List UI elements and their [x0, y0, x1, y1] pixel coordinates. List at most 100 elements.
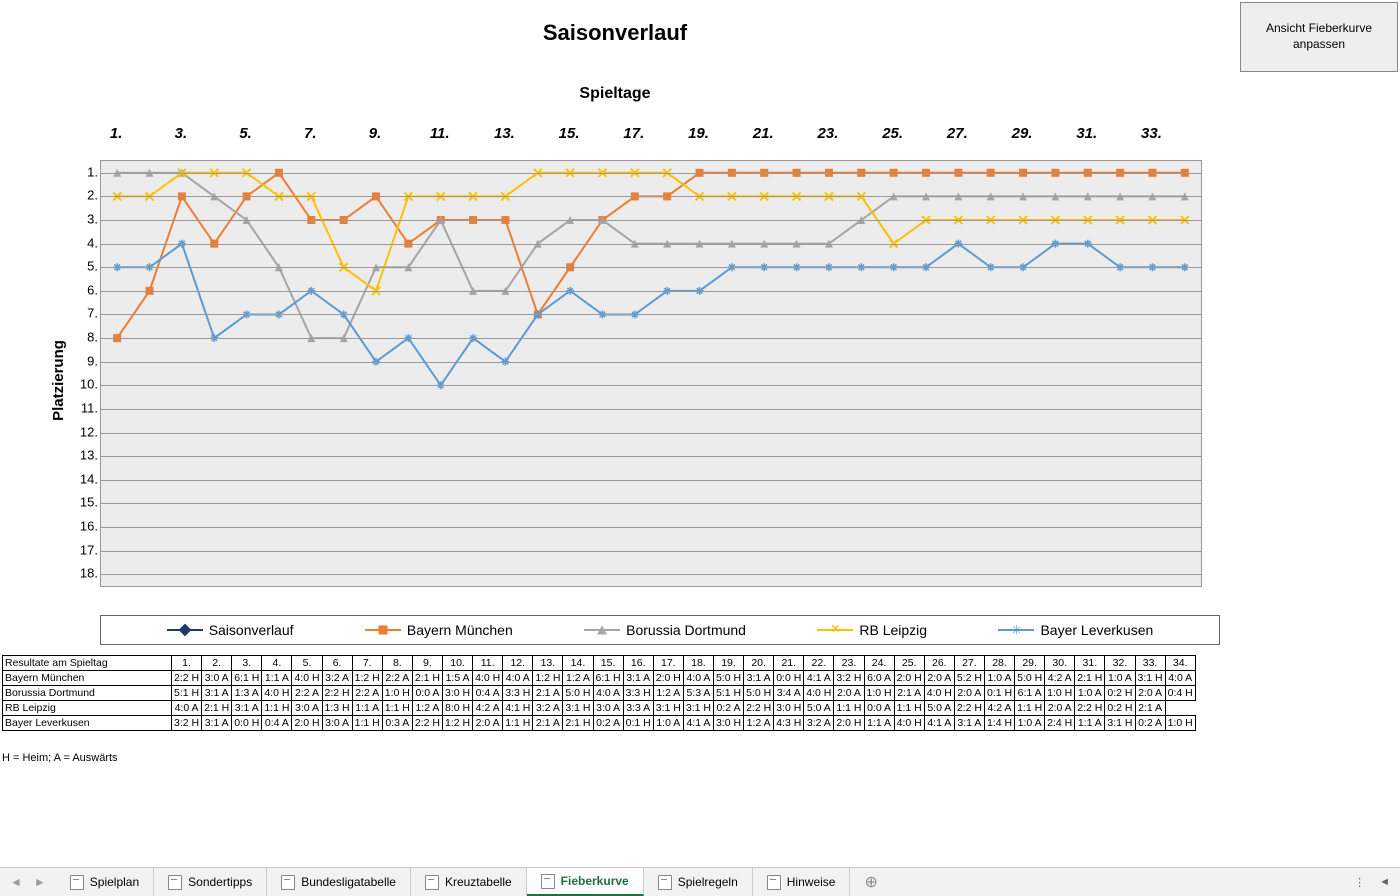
result-cell: 2:0 A	[1045, 701, 1075, 716]
result-cell: 1:1 H	[503, 716, 533, 731]
sheet-tab[interactable]: Hinweise	[753, 868, 851, 896]
matchday-header-cell: 26.	[924, 656, 954, 671]
sheet-tab[interactable]: Spielregeln	[644, 868, 753, 896]
result-cell: 2:2 H	[322, 686, 352, 701]
configure-view-button[interactable]: Ansicht Fieberkurve anpassen	[1240, 2, 1398, 72]
result-cell: 1:4 H	[984, 716, 1014, 731]
result-cell: 2:2 H	[1075, 701, 1105, 716]
result-cell: 3:0 H	[774, 701, 804, 716]
matchday-header-cell: 27.	[954, 656, 984, 671]
result-cell: 1:2 A	[653, 686, 683, 701]
matchday-header-cell: 1.	[172, 656, 202, 671]
sheet-tab-label: Hinweise	[787, 875, 836, 889]
matchday-header-cell: 30.	[1045, 656, 1075, 671]
result-cell: 4:0 A	[1165, 671, 1195, 686]
y-tick-label: 16.	[60, 518, 98, 533]
tab-nav-arrows[interactable]: ◄ ►	[0, 868, 56, 896]
result-cell: 1:1 A	[262, 671, 292, 686]
result-cell: 6:1 A	[1015, 686, 1045, 701]
result-cell: 3:2 A	[804, 716, 834, 731]
matchday-header-cell: 13.	[533, 656, 563, 671]
result-cell: 3:2 A	[533, 701, 563, 716]
team-name-cell: Bayer Leverkusen	[3, 716, 172, 731]
result-cell: 1:0 A	[984, 671, 1014, 686]
result-cell: 4:0 A	[503, 671, 533, 686]
matchday-header-cell: 17.	[653, 656, 683, 671]
sheet-tab[interactable]: Kreuztabelle	[411, 868, 527, 896]
result-cell: 3:3 A	[623, 701, 653, 716]
chart-container: Saisonverlauf Spieltage Platzierung 1.2.…	[0, 0, 1230, 640]
x-tick-label: 31.	[1076, 125, 1097, 142]
x-tick-label: 15.	[559, 125, 580, 142]
result-cell: 5:0 H	[713, 671, 743, 686]
sheet-tab[interactable]: Bundesligatabelle	[267, 868, 411, 896]
sheet-icon	[281, 875, 295, 890]
y-tick-label: 15.	[60, 495, 98, 510]
result-cell: 2:1 H	[412, 671, 442, 686]
matchday-header-cell: 20.	[744, 656, 774, 671]
y-tick-label: 9.	[60, 353, 98, 368]
y-tick-label: 6.	[60, 282, 98, 297]
result-cell: 2:2 A	[292, 686, 322, 701]
tab-scroll-controls[interactable]: ⋮ ◄	[1344, 868, 1400, 896]
chart-plot-area	[100, 160, 1202, 587]
x-tick-label: 25.	[882, 125, 903, 142]
matchday-header-cell: 31.	[1075, 656, 1105, 671]
x-tick-label: 17.	[623, 125, 644, 142]
legend-label: RB Leipzig	[859, 622, 927, 638]
matchday-header-cell: 8.	[382, 656, 412, 671]
matchday-header-cell: 22.	[804, 656, 834, 671]
result-cell: 3:0 A	[292, 701, 322, 716]
result-cell: 3:0 A	[322, 716, 352, 731]
scroll-left-icon: ◄	[1379, 876, 1390, 888]
result-cell: 1:1 H	[382, 701, 412, 716]
result-cell: 4:1 A	[683, 716, 713, 731]
result-cell: 0:3 A	[382, 716, 412, 731]
sheet-tab[interactable]: Fieberkurve	[527, 868, 644, 896]
legend-label: Saisonverlauf	[209, 622, 294, 638]
result-cell: 0:1 H	[623, 716, 653, 731]
sheet-icon	[425, 875, 439, 890]
result-cell: 4:0 H	[473, 671, 503, 686]
result-cell: 3:1 H	[1105, 716, 1135, 731]
x-tick-label: 1.	[110, 125, 123, 142]
matchday-header-cell: 14.	[563, 656, 593, 671]
result-cell: 2:1 H	[563, 716, 593, 731]
x-tick-label: 21.	[753, 125, 774, 142]
result-cell: 2:0 H	[653, 671, 683, 686]
result-cell: 3:3 H	[503, 686, 533, 701]
result-cell: 0:0 A	[412, 686, 442, 701]
result-cell: 4:0 H	[804, 686, 834, 701]
matchday-header-cell: 32.	[1105, 656, 1135, 671]
result-cell: 2:2 H	[412, 716, 442, 731]
result-cell: 3:1 A	[954, 716, 984, 731]
result-cell: 6:1 H	[232, 671, 262, 686]
sheet-tab[interactable]: Sondertipps	[154, 868, 267, 896]
result-cell: 2:1 A	[894, 686, 924, 701]
result-cell: 3:0 A	[202, 671, 232, 686]
sheet-tab[interactable]: Spielplan	[56, 868, 154, 896]
result-cell: 0:0 H	[774, 671, 804, 686]
x-tick-label: 19.	[688, 125, 709, 142]
result-cell: 6:1 H	[593, 671, 623, 686]
result-cell: 0:4 H	[1165, 686, 1195, 701]
add-sheet-button[interactable]: ⊕	[850, 868, 891, 896]
y-tick-label: 1.	[60, 164, 98, 179]
result-cell: 4:1 A	[924, 716, 954, 731]
result-cell: 2:0 H	[292, 716, 322, 731]
legend-item: Borussia Dortmund	[584, 622, 746, 638]
x-tick-label: 11.	[430, 125, 450, 142]
result-cell: 4:2 A	[1045, 671, 1075, 686]
nav-next-icon: ►	[34, 875, 46, 889]
result-cell: 0:2 H	[1105, 701, 1135, 716]
matchday-header-cell: 16.	[623, 656, 653, 671]
result-cell: 1:0 A	[1075, 686, 1105, 701]
result-cell: 3:0 A	[593, 701, 623, 716]
matchday-header-cell: 11.	[473, 656, 503, 671]
result-cell: 2:0 A	[1135, 686, 1165, 701]
sheet-tab-bar: ◄ ► SpielplanSondertippsBundesligatabell…	[0, 867, 1400, 896]
team-name-cell: RB Leipzig	[3, 701, 172, 716]
result-cell: 1:0 H	[382, 686, 412, 701]
legend-label: Borussia Dortmund	[626, 622, 746, 638]
matchday-header-cell: 9.	[412, 656, 442, 671]
